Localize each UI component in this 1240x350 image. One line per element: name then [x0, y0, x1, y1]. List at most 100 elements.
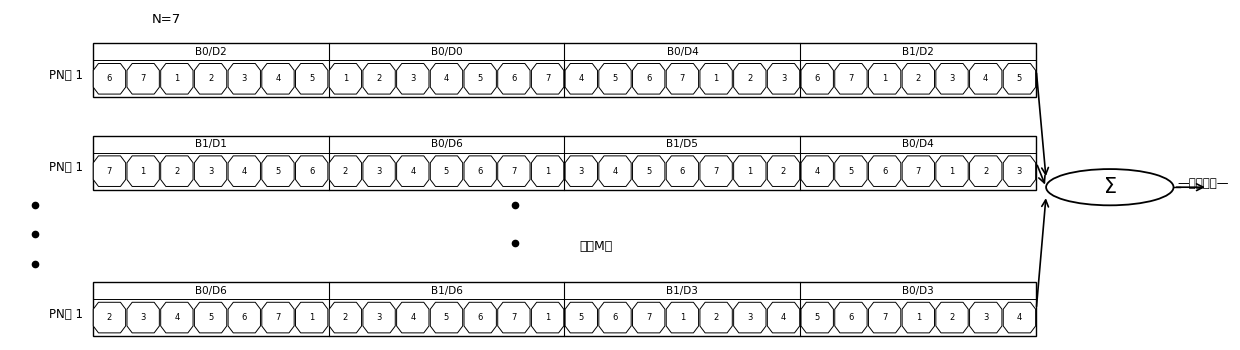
Text: 4: 4 — [175, 313, 180, 322]
Text: 4: 4 — [410, 313, 415, 322]
Polygon shape — [835, 63, 867, 94]
Text: B0/D0: B0/D0 — [430, 47, 463, 57]
Text: 4: 4 — [613, 167, 618, 176]
Text: 6: 6 — [477, 167, 482, 176]
Polygon shape — [768, 156, 800, 187]
Polygon shape — [970, 63, 1002, 94]
Text: 5: 5 — [646, 167, 651, 176]
Text: 6: 6 — [848, 313, 853, 322]
Polygon shape — [868, 156, 900, 187]
Polygon shape — [430, 156, 463, 187]
Text: 7: 7 — [882, 313, 888, 322]
Polygon shape — [93, 156, 125, 187]
Polygon shape — [565, 302, 598, 333]
Polygon shape — [734, 156, 766, 187]
Polygon shape — [93, 302, 125, 333]
Polygon shape — [329, 302, 362, 333]
Text: 7: 7 — [511, 167, 517, 176]
Text: 6: 6 — [882, 167, 888, 176]
Text: PN码 1: PN码 1 — [48, 69, 83, 82]
Text: 7: 7 — [915, 167, 921, 176]
Polygon shape — [734, 302, 766, 333]
Text: 4: 4 — [275, 74, 280, 83]
Polygon shape — [430, 302, 463, 333]
Polygon shape — [262, 156, 294, 187]
Text: 3: 3 — [983, 313, 988, 322]
Text: 3: 3 — [950, 74, 955, 83]
Bar — [93, 282, 1037, 336]
Text: B0/D4: B0/D4 — [667, 47, 698, 57]
Text: 2: 2 — [713, 313, 719, 322]
Text: B0/D6: B0/D6 — [195, 286, 227, 295]
Polygon shape — [970, 302, 1002, 333]
Text: 1: 1 — [680, 313, 684, 322]
Text: 3: 3 — [579, 167, 584, 176]
Polygon shape — [1003, 63, 1035, 94]
Polygon shape — [126, 156, 160, 187]
Text: 7: 7 — [544, 74, 551, 83]
Text: 4: 4 — [410, 167, 415, 176]
Text: 2: 2 — [983, 167, 988, 176]
Text: 4: 4 — [1017, 313, 1022, 322]
Polygon shape — [295, 63, 327, 94]
Polygon shape — [801, 63, 833, 94]
Text: 2: 2 — [950, 313, 955, 322]
Text: 5: 5 — [815, 313, 820, 322]
Polygon shape — [599, 63, 631, 94]
Polygon shape — [329, 156, 362, 187]
Text: $\Sigma$: $\Sigma$ — [1102, 177, 1117, 197]
Polygon shape — [666, 63, 698, 94]
Polygon shape — [1003, 302, 1035, 333]
Polygon shape — [126, 302, 160, 333]
Text: B0/D6: B0/D6 — [430, 139, 463, 149]
Polygon shape — [936, 63, 968, 94]
Text: 5: 5 — [444, 313, 449, 322]
Polygon shape — [329, 63, 362, 94]
Text: 6: 6 — [815, 74, 820, 83]
Polygon shape — [228, 302, 260, 333]
Polygon shape — [632, 156, 665, 187]
Text: 1: 1 — [309, 313, 314, 322]
Text: 1: 1 — [950, 167, 955, 176]
Text: B1/D1: B1/D1 — [195, 139, 227, 149]
Polygon shape — [93, 63, 125, 94]
Polygon shape — [970, 156, 1002, 187]
Text: 7: 7 — [713, 167, 719, 176]
Text: 7: 7 — [511, 313, 517, 322]
Text: 5: 5 — [1017, 74, 1022, 83]
Polygon shape — [532, 156, 564, 187]
Text: 3: 3 — [377, 167, 382, 176]
Text: 7: 7 — [275, 313, 280, 322]
Text: 1: 1 — [342, 74, 348, 83]
Text: 7: 7 — [680, 74, 684, 83]
Polygon shape — [497, 63, 529, 94]
Polygon shape — [936, 156, 968, 187]
Text: —最终信号—: —最终信号— — [1177, 176, 1229, 189]
Polygon shape — [262, 63, 294, 94]
Polygon shape — [1003, 156, 1035, 187]
Text: 2: 2 — [781, 167, 786, 176]
Polygon shape — [903, 156, 935, 187]
Polygon shape — [195, 63, 227, 94]
Polygon shape — [835, 156, 867, 187]
Text: 3: 3 — [781, 74, 786, 83]
Text: B0/D2: B0/D2 — [195, 47, 227, 57]
Text: 4: 4 — [242, 167, 247, 176]
Polygon shape — [228, 156, 260, 187]
Polygon shape — [801, 156, 833, 187]
Text: 1: 1 — [915, 313, 921, 322]
Text: 总计M个: 总计M个 — [579, 240, 613, 253]
Text: B1/D6: B1/D6 — [430, 286, 463, 295]
Text: 3: 3 — [377, 313, 382, 322]
Text: 1: 1 — [882, 74, 888, 83]
Polygon shape — [868, 63, 900, 94]
Polygon shape — [666, 156, 698, 187]
Text: 2: 2 — [748, 74, 753, 83]
Polygon shape — [497, 302, 529, 333]
Circle shape — [1047, 169, 1173, 205]
Text: B1/D5: B1/D5 — [666, 139, 698, 149]
Text: 5: 5 — [275, 167, 280, 176]
Polygon shape — [430, 63, 463, 94]
Text: 7: 7 — [140, 74, 146, 83]
Polygon shape — [835, 302, 867, 333]
